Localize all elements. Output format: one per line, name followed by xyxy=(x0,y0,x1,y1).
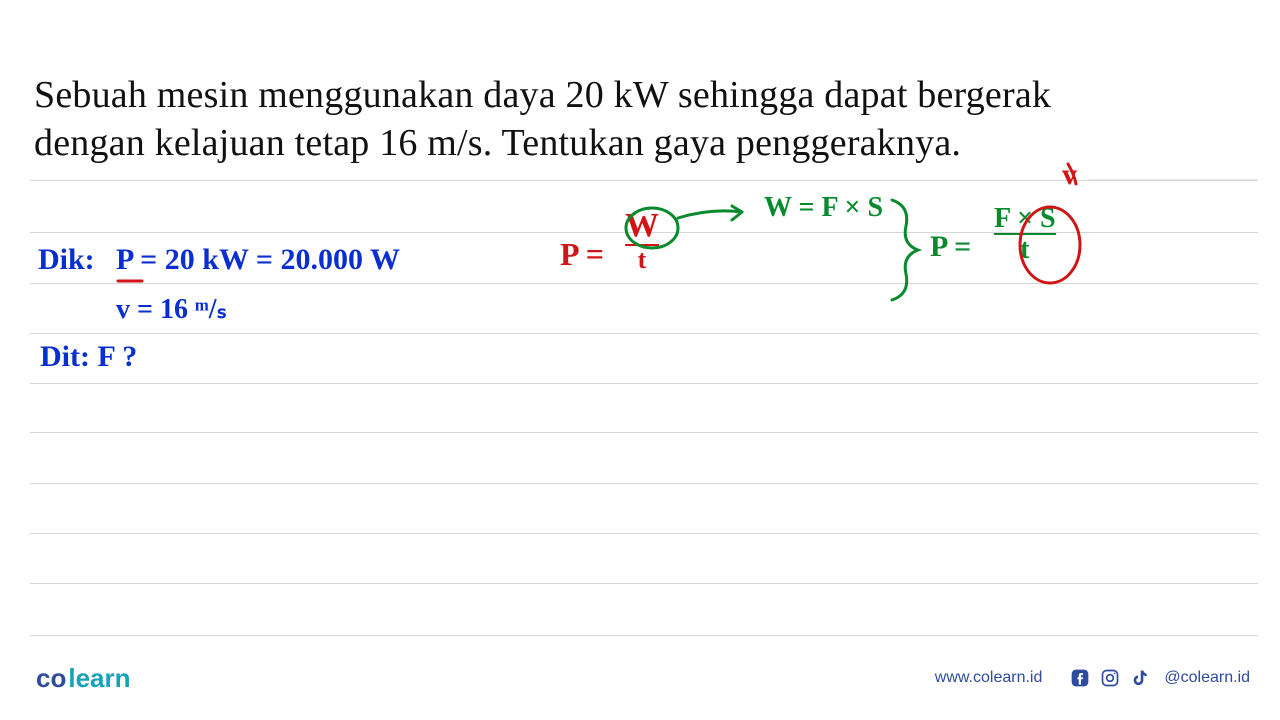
rule-line xyxy=(30,333,1258,334)
rule-line xyxy=(30,635,1258,636)
dik-v-line: v = 16 ᵐ/ₛ xyxy=(116,292,227,326)
footer-url: www.colearn.id xyxy=(935,669,1043,687)
p2-fraction: F × S t xyxy=(994,204,1056,265)
p2-frac-num: F × S xyxy=(994,204,1056,233)
rule-line xyxy=(30,432,1258,433)
footer-right: www.colearn.id @colearn.id xyxy=(935,668,1250,688)
brand-co: co xyxy=(36,663,66,694)
rule-line xyxy=(30,583,1258,584)
page: Sebuah mesin menggunakan daya 20 kW sehi… xyxy=(0,0,1280,720)
rule-line xyxy=(30,383,1258,384)
p2-label: P = xyxy=(930,230,971,264)
dik-label: Dik: xyxy=(38,243,95,277)
question-text: Sebuah mesin menggunakan daya 20 kW sehi… xyxy=(34,72,1140,168)
footer: co learn www.colearn.id @colearn.id xyxy=(36,658,1250,698)
rule-line xyxy=(30,283,1258,284)
rule-line xyxy=(30,533,1258,534)
p2-frac-den: t xyxy=(994,233,1056,264)
tiktok-icon xyxy=(1130,668,1150,688)
v-symbol: v xyxy=(1062,158,1077,192)
rule-line xyxy=(30,483,1258,484)
facebook-icon xyxy=(1070,668,1090,688)
brand-logo: co learn xyxy=(36,663,131,694)
p-frac-den: t xyxy=(625,244,659,273)
instagram-icon xyxy=(1100,668,1120,688)
p-formula-label: P = xyxy=(560,236,604,273)
brand-learn: learn xyxy=(68,663,130,694)
w-formula: W = F × S xyxy=(764,192,883,224)
p-formula-fraction: W t xyxy=(625,208,659,273)
p-frac-num: W xyxy=(625,208,659,244)
footer-handle: @colearn.id xyxy=(1164,669,1250,687)
dit-line: Dit: F ? xyxy=(40,340,137,374)
dik-p-line: P = 20 kW = 20.000 W xyxy=(116,243,400,277)
